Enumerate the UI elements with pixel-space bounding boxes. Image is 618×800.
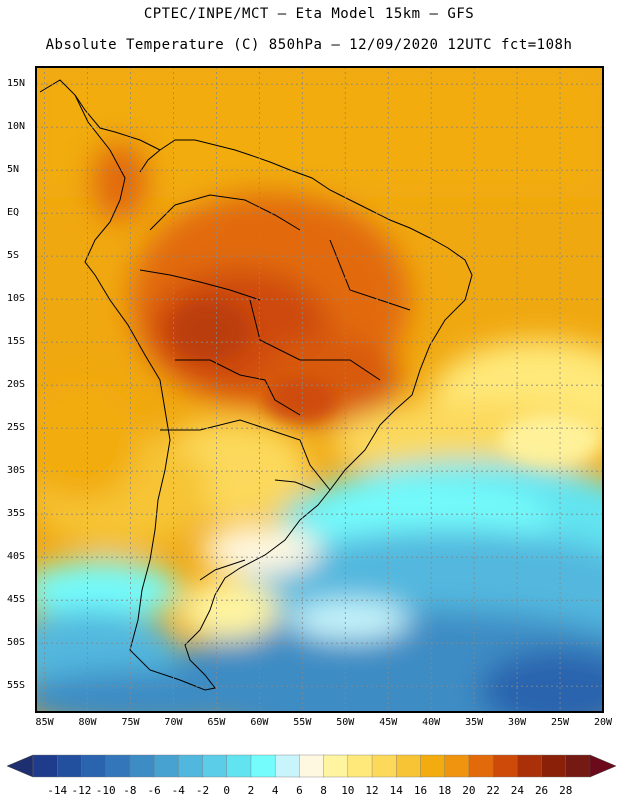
- lat-tick-label: 25S: [7, 422, 26, 434]
- lat-tick-label: EQ: [7, 207, 20, 219]
- colorbar-tick-label: 6: [296, 784, 303, 797]
- colorbar-swatch: [396, 754, 422, 778]
- lat-tick-label: 15S: [7, 336, 26, 348]
- colorbar-swatch: [492, 754, 519, 778]
- colorbar-swatch: [57, 754, 83, 778]
- colorbar-swatch: [202, 754, 228, 778]
- colorbar-high-arrow: [589, 754, 617, 778]
- colorbar-tick-label: 12: [365, 784, 379, 797]
- lat-tick-label: 55S: [7, 680, 26, 692]
- lon-tick-label: 20W: [593, 717, 613, 728]
- colorbar-swatch: [347, 754, 373, 778]
- colorbar-tick-label: 20: [462, 784, 476, 797]
- colorbar-tick-label: 10: [341, 784, 355, 797]
- lat-tick-label: 10N: [7, 121, 26, 133]
- lon-tick-label: 65W: [207, 717, 226, 728]
- lat-tick-label: 40S: [7, 551, 26, 563]
- lat-tick-label: 50S: [7, 637, 26, 649]
- lon-tick-label: 80W: [78, 717, 97, 728]
- colorbar-tick-label: 24: [510, 784, 524, 797]
- colorbar-tick-label: 16: [413, 784, 428, 797]
- colorbar-tick-label: 18: [438, 784, 452, 797]
- colorbar-swatch: [32, 754, 58, 778]
- colorbar-tick-label: 2: [247, 784, 255, 797]
- map-frame: [35, 66, 604, 713]
- colorbar-swatch: [153, 754, 180, 778]
- lon-tick-label: 85W: [35, 717, 54, 728]
- colorbar-swatch: [250, 754, 276, 778]
- lon-tick-label: 55W: [293, 717, 312, 728]
- lat-tick-label: 30S: [7, 465, 26, 477]
- colorbar-tick-label: -14: [47, 784, 68, 797]
- colorbar-swatch: [129, 754, 155, 778]
- colorbar-swatch: [323, 754, 349, 778]
- colorbar: [6, 754, 617, 778]
- colorbar-swatch: [274, 754, 301, 778]
- lat-tick-label: 5S: [7, 250, 20, 262]
- colorbar-tick-label: -12: [71, 784, 92, 797]
- lon-tick-label: 35W: [465, 717, 484, 728]
- temperature-field: [36, 67, 603, 712]
- colorbar-swatch: [178, 754, 204, 778]
- lon-tick-label: 70W: [164, 717, 183, 728]
- colorbar-tick-label: -6: [147, 784, 161, 797]
- colorbar-tick-label: -8: [123, 784, 137, 797]
- colorbar-low-arrow: [6, 754, 34, 778]
- colorbar-swatch: [468, 754, 494, 778]
- colorbar-tick-label: 14: [389, 784, 403, 797]
- lat-tick-label: 35S: [7, 508, 26, 520]
- lon-tick-label: 75W: [121, 717, 140, 728]
- lon-tick-label: 60W: [250, 717, 269, 728]
- coastline: [39, 79, 473, 691]
- lon-tick-label: 30W: [508, 717, 527, 728]
- lon-tick-label: 50W: [336, 717, 355, 728]
- colorbar-tick-label: -4: [171, 784, 185, 797]
- colorbar-swatch: [226, 754, 252, 778]
- colorbar-tick-label: 4: [271, 784, 279, 797]
- chart-title: CPTEC/INPE/MCT – Eta Model 15km – GFS: [143, 6, 475, 22]
- colorbar-swatch: [81, 754, 107, 778]
- colorbar-tick-label: 26: [534, 784, 549, 797]
- lat-tick-label: 45S: [7, 594, 26, 606]
- lat-tick-label: 15N: [7, 78, 26, 90]
- colorbar-swatch: [299, 754, 325, 778]
- colorbar-swatch: [105, 754, 131, 778]
- colorbar-tick-label: 0: [223, 784, 231, 797]
- colorbar-swatch: [541, 754, 567, 778]
- colorbar-swatch: [565, 754, 591, 778]
- lat-tick-label: 20S: [7, 379, 26, 391]
- lon-tick-label: 45W: [379, 717, 398, 728]
- lon-tick-label: 25W: [551, 717, 570, 728]
- colorbar-tick-label: 8: [320, 784, 327, 797]
- colorbar-swatch: [371, 754, 397, 778]
- chart-subtitle: Absolute Temperature (C) 850hPa – 12/09/…: [45, 37, 573, 53]
- colorbar-tick-label: 28: [559, 784, 573, 797]
- colorbar-tick-label: -2: [195, 784, 210, 797]
- colorbar-swatch: [444, 754, 470, 778]
- colorbar-swatch: [517, 754, 543, 778]
- lon-tick-label: 40W: [422, 717, 441, 728]
- colorbar-swatch: [420, 754, 446, 778]
- colorbar-tick-label: -10: [95, 784, 116, 797]
- lat-tick-label: 5N: [7, 164, 20, 176]
- colorbar-tick-label: 22: [486, 784, 500, 797]
- lat-tick-label: 10S: [7, 293, 26, 305]
